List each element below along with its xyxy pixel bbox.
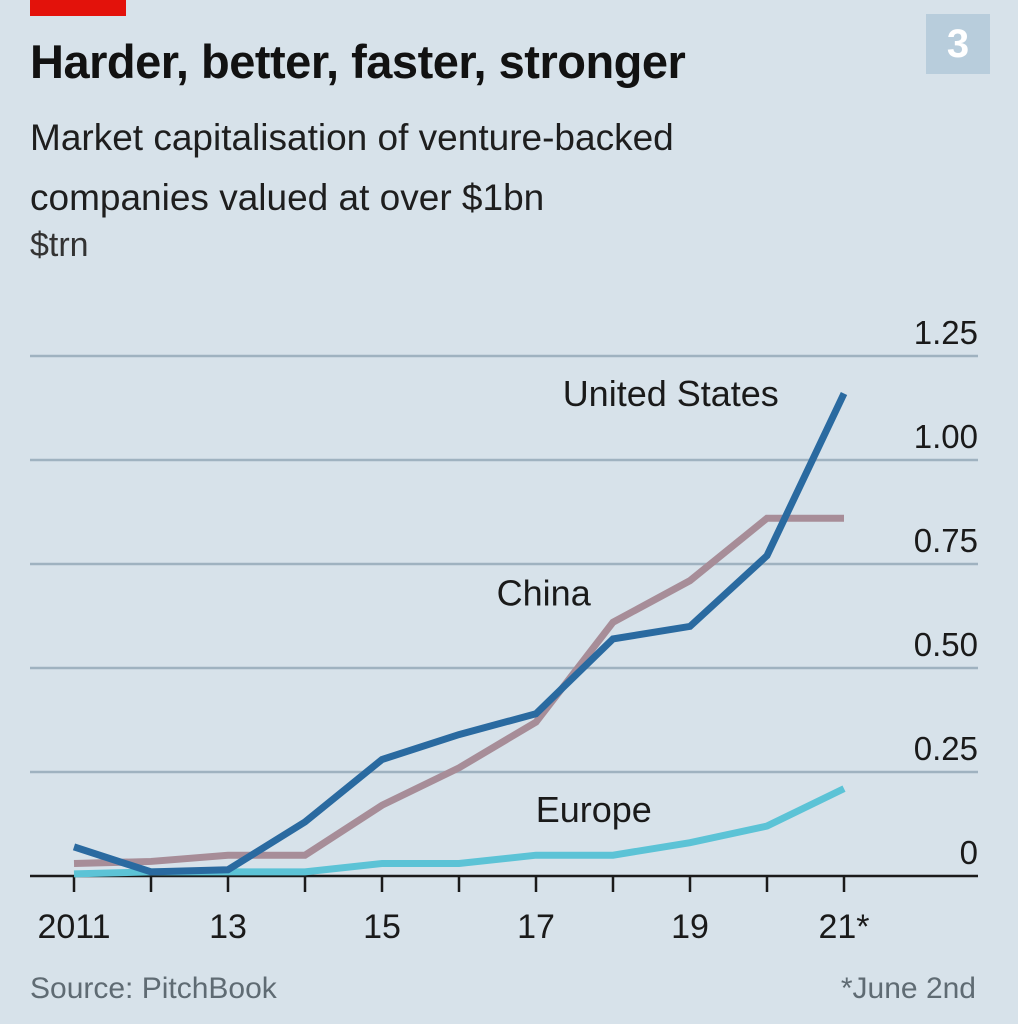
chart-number-badge: 3 (926, 14, 990, 74)
series-label-china: China (497, 573, 592, 614)
x-tick-label: 15 (363, 908, 401, 946)
y-tick-label: 0.25 (914, 730, 978, 767)
brand-red-tab (30, 0, 126, 16)
series-label-united-states: United States (563, 373, 779, 414)
x-tick-label: 21* (818, 908, 869, 946)
y-tick-label: 0.75 (914, 522, 978, 559)
footnote: *June 2nd (840, 972, 976, 1005)
unit-label: $trn (30, 226, 89, 264)
y-tick-label: 1.00 (914, 418, 978, 455)
chart-title: Harder, better, faster, stronger (30, 35, 686, 88)
x-tick-label: 17 (517, 908, 555, 946)
x-tick-label: 2011 (37, 908, 110, 946)
series-line-united-states (72, 391, 848, 876)
y-tick-label: 1.25 (914, 314, 978, 351)
chart-subtitle: Market capitalisation of venture-backed … (30, 117, 674, 218)
series-label-europe: Europe (536, 789, 652, 830)
source-note: Source: PitchBook (30, 972, 277, 1005)
y-tick-label: 0 (960, 834, 978, 871)
y-tick-label: 0.50 (914, 626, 978, 663)
x-tick-label: 19 (671, 908, 709, 946)
series-line-china (73, 514, 844, 868)
x-tick-label: 13 (209, 908, 247, 946)
